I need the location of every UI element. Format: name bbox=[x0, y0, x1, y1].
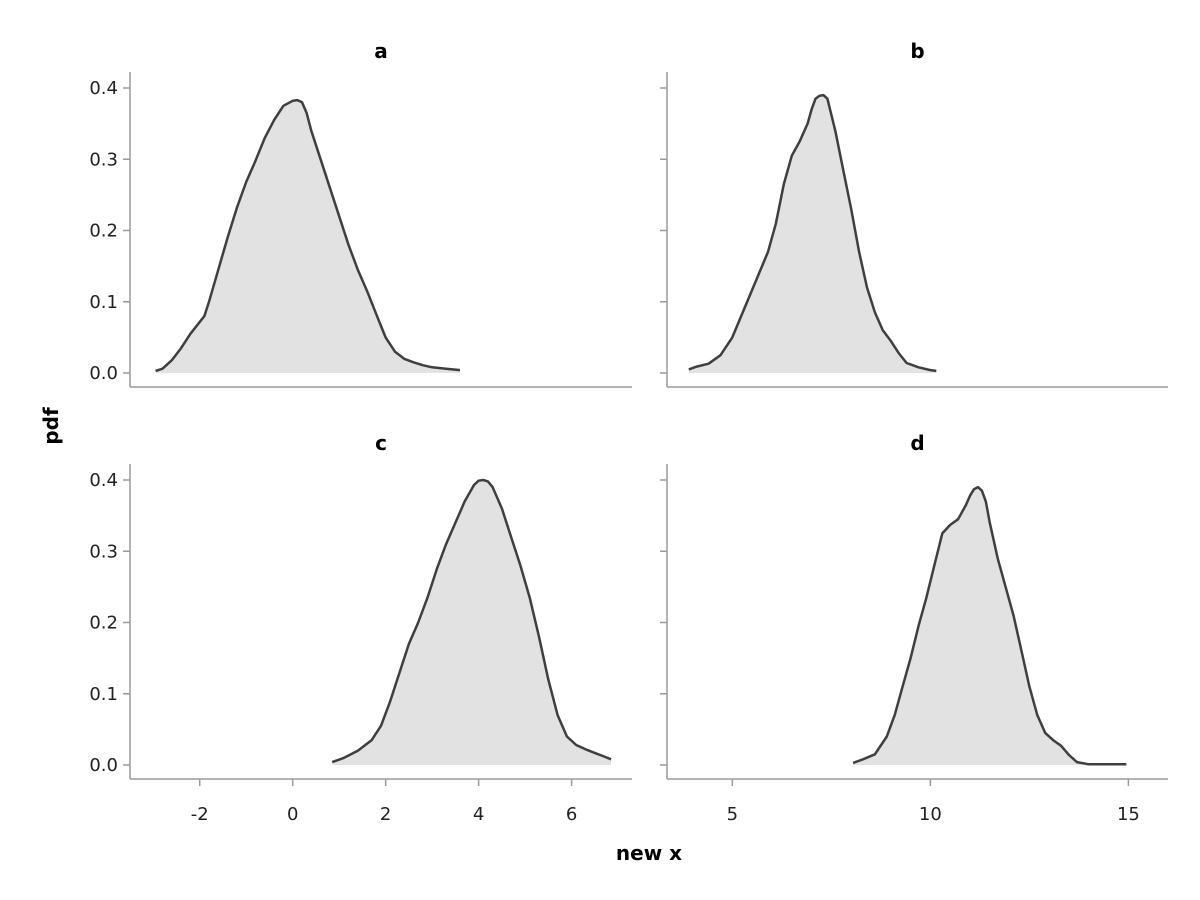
y-tick-label: 0.3 bbox=[89, 149, 118, 170]
panel-c: c 0.0 0.1 0.2 0.3 0.4 -2 0 2 4 6 bbox=[89, 431, 632, 825]
panel-title: c bbox=[375, 431, 387, 455]
x-tick-label: -2 bbox=[191, 804, 209, 825]
y-tick-label: 0.1 bbox=[89, 684, 118, 705]
x-tick-label: 4 bbox=[473, 804, 484, 825]
y-axis-label: pdf bbox=[39, 407, 63, 445]
x-axis-label: new x bbox=[616, 841, 682, 865]
density-line-b bbox=[688, 93, 937, 373]
panel-title: a bbox=[374, 39, 388, 63]
y-tick-label: 0.4 bbox=[89, 470, 118, 491]
y-tick-label: 0.1 bbox=[89, 292, 118, 313]
y-tick-label: 0.2 bbox=[89, 613, 118, 634]
density-area-c bbox=[332, 480, 612, 765]
density-line-d bbox=[852, 485, 1127, 766]
density-line-a bbox=[155, 98, 461, 373]
x-tick-label: 0 bbox=[287, 804, 298, 825]
density-area-d bbox=[853, 487, 1127, 765]
y-tick-label: 0.3 bbox=[89, 541, 118, 562]
density-area-b bbox=[688, 95, 937, 373]
x-tick-label: 10 bbox=[919, 804, 942, 825]
x-tick-label: 15 bbox=[1117, 804, 1140, 825]
x-tick-label: 6 bbox=[566, 804, 577, 825]
panel-title: b bbox=[910, 39, 924, 63]
panel-a: a 0.0 0.1 0.2 0.3 0.4 bbox=[89, 39, 632, 388]
density-line-c bbox=[331, 478, 612, 764]
y-tick-label: 0.0 bbox=[89, 363, 118, 384]
x-tick-label: 5 bbox=[727, 804, 738, 825]
panel-b: b bbox=[660, 39, 1168, 388]
panels-layer: a 0.0 0.1 0.2 0.3 0.4 b c 0.0 0.1 0.2 0.3 0.4 -2 0 2 4 6 d… bbox=[89, 39, 1168, 825]
panel-d: d 5 10 15 bbox=[660, 431, 1168, 825]
y-tick-label: 0.2 bbox=[89, 221, 118, 242]
panel-title: d bbox=[910, 431, 924, 455]
y-tick-label: 0.0 bbox=[89, 755, 118, 776]
density-area-a bbox=[155, 100, 460, 373]
y-tick-label: 0.4 bbox=[89, 78, 118, 99]
x-tick-label: 2 bbox=[380, 804, 391, 825]
